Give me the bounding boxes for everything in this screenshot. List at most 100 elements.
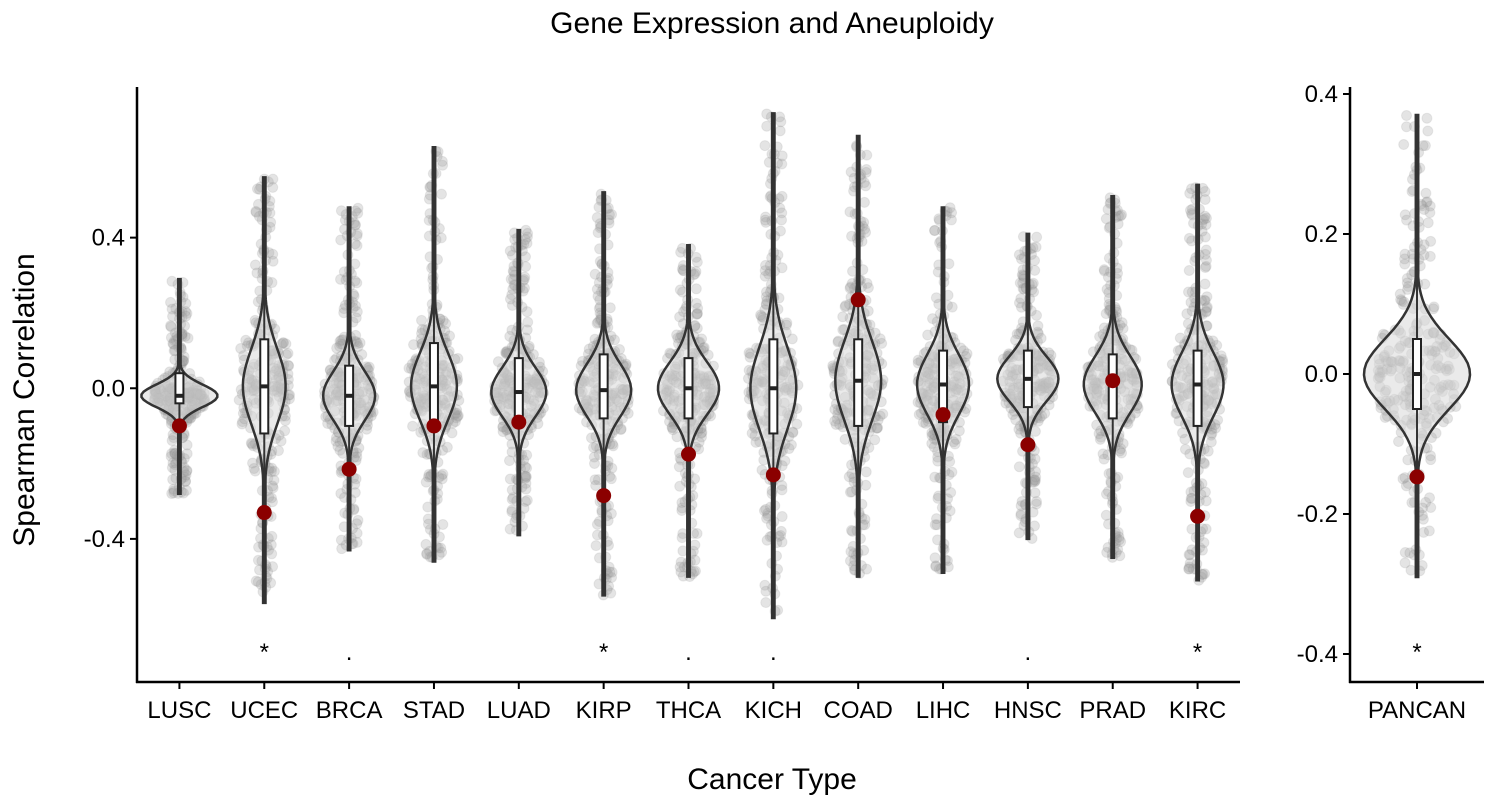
data-point [1399, 472, 1411, 484]
data-point [1101, 546, 1113, 558]
data-point [407, 420, 419, 432]
data-point [588, 457, 600, 469]
highlight-point [426, 418, 442, 434]
data-point [250, 206, 262, 218]
data-point [452, 353, 464, 365]
x-tick-label: LIHC [916, 697, 971, 724]
data-point [1029, 520, 1041, 532]
iqr-box [1192, 349, 1203, 427]
data-point [268, 465, 280, 477]
y-tick-label: 0.2 [1305, 221, 1338, 248]
data-point [361, 423, 373, 435]
y-tick-label: 0.0 [1305, 361, 1338, 388]
y-tick-label: -0.4 [84, 526, 125, 553]
highlight-point [1409, 469, 1425, 485]
data-point [436, 470, 448, 482]
data-point [1100, 213, 1112, 225]
data-point [450, 412, 462, 424]
data-point [1393, 436, 1405, 448]
violin-group-ucec: UCEC * [230, 173, 298, 724]
data-point [351, 228, 363, 240]
data-point [245, 437, 257, 449]
iqr-box [174, 372, 185, 405]
data-point [760, 503, 772, 515]
x-tick-label: PANCAN [1368, 697, 1466, 724]
chart-title: Gene Expression and Aneuploidy [550, 7, 994, 40]
highlight-point [935, 407, 951, 423]
data-point [181, 464, 193, 476]
data-point [1425, 454, 1437, 466]
data-point [929, 224, 941, 236]
data-point [444, 330, 456, 342]
data-point [860, 466, 872, 478]
data-point [335, 234, 347, 246]
data-point [755, 309, 767, 321]
data-point [265, 492, 277, 504]
data-point [779, 455, 791, 467]
y-tick-label: 0.4 [1305, 81, 1338, 108]
data-point [869, 434, 881, 446]
data-point [860, 164, 872, 176]
data-point [1035, 332, 1047, 344]
data-point [436, 155, 448, 167]
data-point [861, 149, 873, 161]
violin-group-kich: KICH. [742, 108, 804, 724]
data-point [761, 120, 773, 132]
data-point [605, 473, 617, 485]
data-point [1404, 547, 1416, 559]
x-tick-label: PRAD [1079, 697, 1146, 724]
data-point [180, 297, 192, 309]
significance-marker: . [1025, 639, 1032, 666]
data-point [268, 474, 280, 486]
data-point [1015, 301, 1027, 313]
violin-group-thca: THCA. [656, 242, 721, 724]
data-point [249, 259, 261, 271]
highlight-point [256, 505, 272, 521]
data-point [922, 329, 934, 341]
data-point [1202, 445, 1214, 457]
data-point [181, 307, 193, 319]
data-point [791, 418, 803, 430]
data-point [335, 273, 347, 285]
data-point [1423, 525, 1435, 537]
data-point [436, 473, 448, 485]
data-point [756, 464, 768, 476]
significance-marker: * [1412, 639, 1421, 666]
data-point [351, 451, 363, 463]
data-point [351, 518, 363, 530]
data-point [267, 181, 279, 193]
data-point [422, 501, 434, 513]
x-tick-label: BRCA [316, 697, 383, 724]
data-point [180, 469, 192, 481]
violin-group-luad: LUAD [487, 224, 551, 724]
data-point [352, 207, 364, 219]
data-point [267, 561, 279, 573]
data-point [533, 356, 545, 368]
data-point [858, 196, 870, 208]
data-point [1182, 467, 1194, 479]
data-point [182, 332, 194, 344]
data-point [1031, 231, 1043, 243]
data-point [275, 435, 287, 447]
data-point [776, 214, 788, 226]
data-point [1199, 278, 1211, 290]
data-point [676, 242, 688, 254]
data-point [420, 476, 432, 488]
data-point [693, 436, 705, 448]
data-point [166, 488, 178, 500]
iqr-box [428, 342, 439, 424]
data-point [590, 540, 602, 552]
data-point [1394, 288, 1406, 300]
data-point [1398, 139, 1410, 151]
data-point [930, 292, 942, 304]
data-point [279, 425, 291, 437]
data-point [165, 332, 177, 344]
data-point [353, 442, 365, 454]
data-point [351, 536, 363, 548]
significance-marker: . [770, 639, 777, 666]
y-tick-label: 0.0 [92, 375, 125, 402]
data-point [1199, 186, 1211, 198]
data-point [416, 314, 428, 326]
data-point [420, 538, 432, 550]
